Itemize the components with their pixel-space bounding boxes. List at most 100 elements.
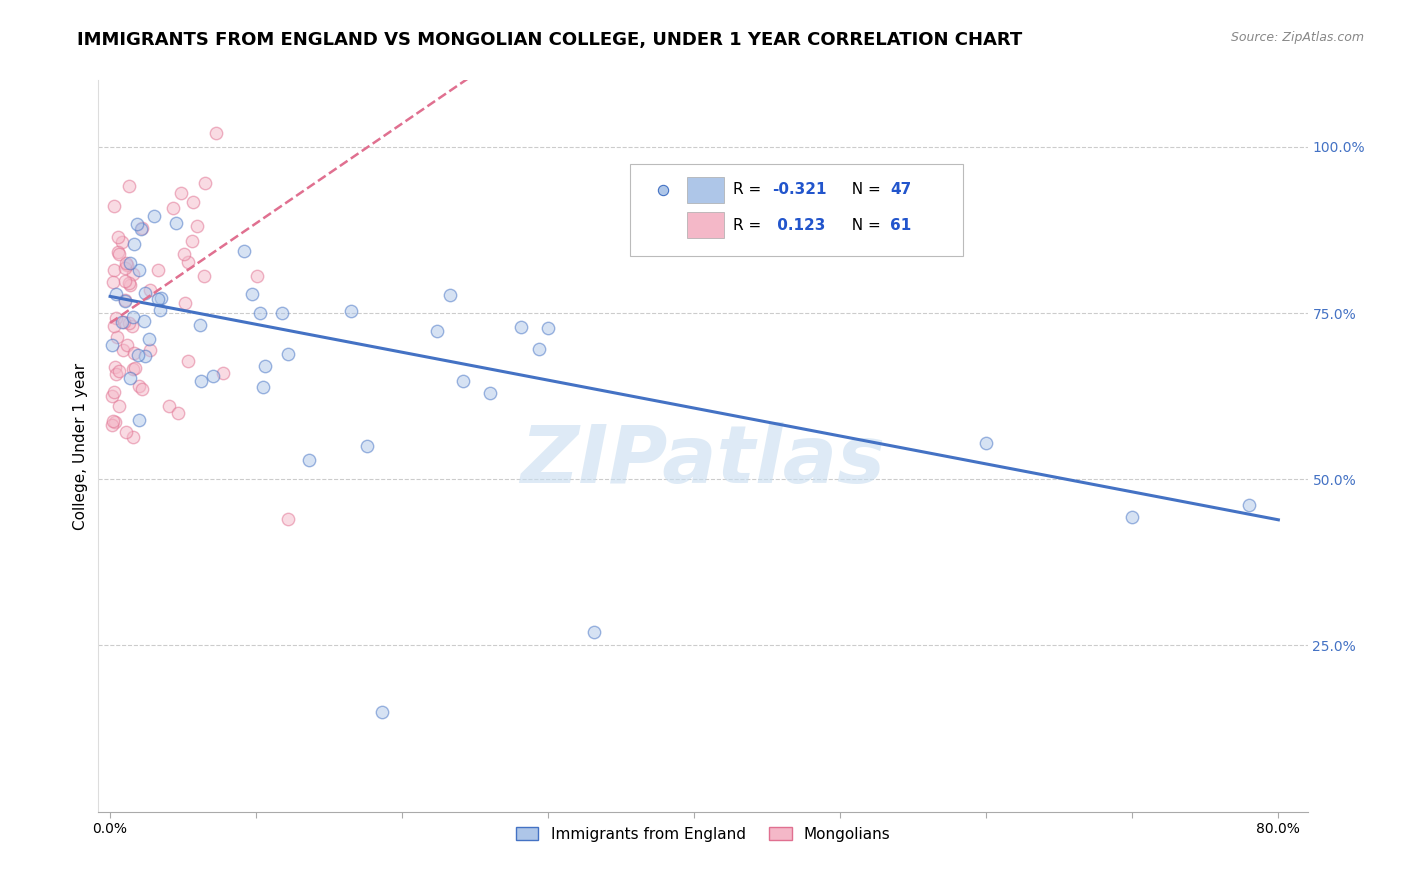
Mongolians	[170, 186, 193, 201]
Legend: Immigrants from England, Mongolians: Immigrants from England, Mongolians	[509, 821, 897, 848]
Mongolians	[114, 293, 136, 307]
Mongolians	[138, 343, 160, 358]
Immigrants from England	[232, 244, 254, 258]
Immigrants from England	[114, 294, 136, 309]
Mongolians	[114, 425, 136, 439]
Immigrants from England	[451, 375, 474, 389]
Mongolians	[101, 276, 124, 290]
Mongolians	[131, 382, 153, 396]
Immigrants from England	[249, 306, 271, 320]
Mongolians	[121, 362, 143, 376]
Mongolians	[246, 269, 269, 284]
Mongolians	[107, 246, 129, 260]
Immigrants from England	[118, 255, 141, 269]
Immigrants from England	[166, 216, 188, 230]
Mongolians	[193, 268, 215, 283]
Mongolians	[212, 366, 235, 380]
Text: ZIPatlas: ZIPatlas	[520, 422, 886, 500]
Mongolians	[101, 414, 124, 428]
Text: 0.123: 0.123	[772, 218, 825, 233]
Immigrants from England	[188, 318, 211, 333]
Mongolians	[100, 418, 122, 433]
Immigrants from England	[271, 306, 294, 320]
Mongolians	[105, 330, 128, 344]
Immigrants from England	[100, 338, 122, 352]
Immigrants from England	[202, 369, 225, 384]
Mongolians	[117, 338, 139, 352]
Mongolians	[177, 353, 200, 368]
Immigrants from England	[240, 287, 263, 301]
Immigrants from England	[122, 236, 145, 251]
Immigrants from England	[120, 371, 142, 385]
Immigrants from England	[277, 347, 299, 361]
Mongolians	[108, 364, 131, 378]
Immigrants from England	[537, 321, 560, 335]
Mongolians	[131, 220, 153, 235]
Immigrants from England	[128, 413, 150, 427]
Mongolians	[103, 384, 125, 399]
Immigrants from England	[529, 342, 551, 356]
Immigrants from England	[356, 439, 378, 453]
Mongolians	[122, 430, 145, 444]
Mongolians	[177, 255, 200, 269]
Text: R =: R =	[734, 183, 766, 197]
Mongolians	[103, 360, 125, 375]
Immigrants from England	[478, 385, 501, 400]
Immigrants from England	[582, 625, 605, 640]
Mongolians	[148, 263, 170, 277]
Mongolians	[122, 267, 145, 281]
Immigrants from England	[253, 359, 276, 373]
Mongolians	[103, 199, 125, 213]
Mongolians	[101, 389, 124, 403]
Immigrants from England	[105, 287, 128, 301]
Text: 61: 61	[890, 218, 911, 233]
Mongolians	[103, 319, 125, 334]
Mongolians	[104, 415, 127, 429]
Immigrants from England	[1237, 498, 1260, 512]
Immigrants from England	[127, 348, 149, 362]
Mongolians	[114, 261, 136, 276]
Immigrants from England	[128, 263, 150, 277]
Immigrants from England	[252, 380, 274, 394]
Immigrants from England	[143, 209, 166, 223]
Mongolians	[124, 345, 146, 359]
Text: -0.321: -0.321	[772, 183, 827, 197]
Immigrants from England	[122, 310, 145, 324]
Bar	[688, 177, 724, 203]
Immigrants from England	[132, 314, 155, 328]
Immigrants from England	[148, 303, 170, 318]
FancyBboxPatch shape	[630, 164, 963, 256]
Y-axis label: College, Under 1 year: College, Under 1 year	[73, 362, 89, 530]
Mongolians	[107, 245, 129, 260]
Text: N =: N =	[842, 218, 886, 233]
Mongolians	[107, 230, 129, 244]
Immigrants from England	[111, 315, 134, 329]
Mongolians	[112, 316, 135, 330]
Mongolians	[173, 247, 195, 261]
Mongolians	[174, 296, 197, 310]
Immigrants from England	[146, 292, 169, 306]
Text: R =: R =	[734, 218, 766, 233]
Mongolians	[111, 343, 134, 357]
Immigrants from England	[138, 333, 160, 347]
Bar	[688, 212, 724, 238]
Mongolians	[105, 310, 128, 325]
Mongolians	[128, 379, 150, 393]
Immigrants from England	[974, 435, 997, 450]
Immigrants from England	[426, 324, 449, 338]
Immigrants from England	[439, 287, 461, 301]
Immigrants from England	[1121, 510, 1143, 524]
Mongolians	[114, 274, 136, 288]
Immigrants from England	[340, 304, 363, 318]
Mongolians	[277, 512, 299, 526]
Mongolians	[118, 276, 141, 290]
Immigrants from England	[134, 349, 156, 363]
Mongolians	[118, 316, 141, 330]
Immigrants from England	[297, 452, 319, 467]
Immigrants from England	[371, 705, 394, 719]
Mongolians	[107, 399, 129, 413]
Mongolians	[186, 219, 208, 234]
Mongolians	[118, 277, 141, 292]
Immigrants from England	[150, 292, 173, 306]
Mongolians	[111, 235, 134, 249]
